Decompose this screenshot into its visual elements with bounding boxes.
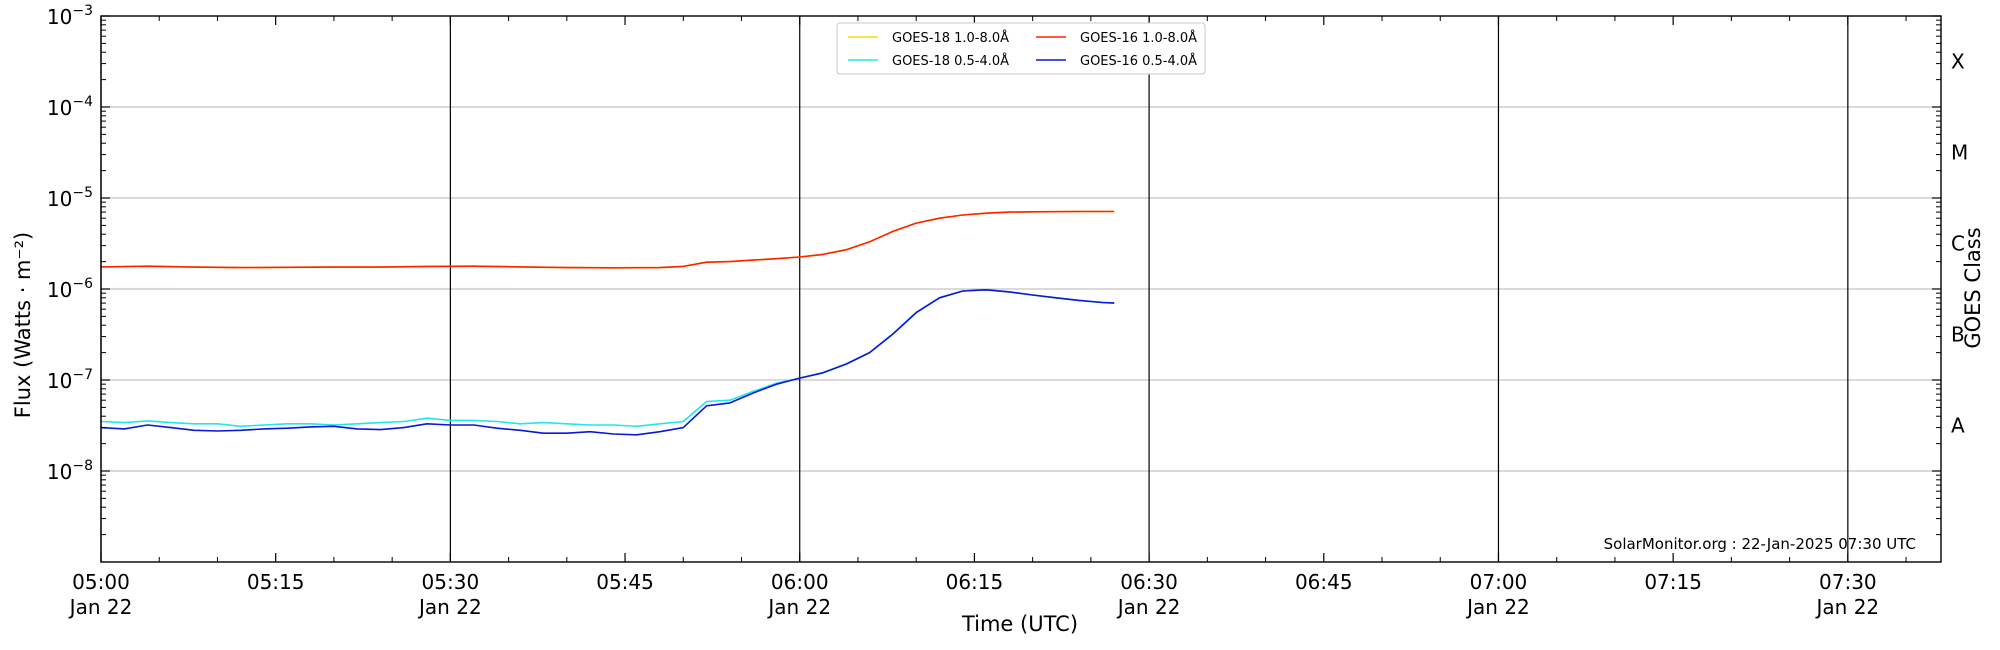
y-tick-label: 10−8: [47, 458, 93, 484]
y-tick-label: 10−7: [47, 367, 93, 393]
x-tick-label: 07:00: [1470, 570, 1528, 594]
x-tick-date-label: Jan 22: [766, 595, 831, 619]
x-tick-label: 05:30: [422, 570, 480, 594]
x-tick-label: 06:15: [946, 570, 1004, 594]
y-tick-label: 10−4: [47, 94, 93, 120]
y-tick-label: 10−3: [47, 3, 93, 29]
legend-label: GOES-18 1.0-8.0Å: [892, 30, 1009, 46]
legend-label: GOES-18 0.5-4.0Å: [892, 53, 1009, 69]
goes-class-label: C: [1951, 232, 1965, 256]
series-line: [100, 210, 1115, 269]
series-line: [100, 289, 1115, 428]
series-lines: [100, 210, 1115, 436]
x-tick-date-label: Jan 22: [68, 595, 133, 619]
series-line: [100, 289, 1115, 436]
goes-class-label: B: [1951, 323, 1965, 347]
x-axis-label: Time (UTC): [961, 612, 1078, 636]
legend-frame: [836, 22, 1206, 75]
goes-class-label: A: [1951, 414, 1965, 438]
legend-label: GOES-16 1.0-8.0Å: [1080, 30, 1197, 46]
credit-text: SolarMonitor.org : 22-Jan-2025 07:30 UTC: [1604, 535, 1916, 553]
x-tick-date-label: Jan 22: [417, 595, 482, 619]
legend: GOES-18 1.0-8.0Å GOES-18 0.5-4.0Å GOES-16 …: [836, 22, 1206, 75]
series-line: [100, 210, 1115, 269]
y-tick-label: 10−6: [47, 276, 93, 302]
x-tick-date-label: Jan 22: [1465, 595, 1530, 619]
x-tick-label: 06:00: [771, 570, 829, 594]
x-tick-label: 07:15: [1644, 570, 1702, 594]
y-tick-label: 10−5: [47, 185, 93, 211]
goes-class-label: M: [1951, 141, 1968, 165]
x-tick-date-label: Jan 22: [1116, 595, 1181, 619]
x-tick-label: 07:30: [1819, 570, 1877, 594]
y-axis-label: Flux (Watts · m⁻²): [11, 232, 35, 418]
goes-class-axis-label: GOES Class: [1961, 227, 1985, 348]
x-tick-label: 06:30: [1120, 570, 1178, 594]
grid: [100, 15, 1941, 562]
legend-label: GOES-16 0.5-4.0Å: [1080, 53, 1197, 69]
x-tick-date-label: Jan 22: [1815, 595, 1880, 619]
x-tick-label: 05:15: [247, 570, 305, 594]
x-tick-label: 06:45: [1295, 570, 1353, 594]
x-tick-label: 05:45: [596, 570, 654, 594]
x-tick-label: 05:00: [72, 570, 130, 594]
goes-class-label: X: [1951, 50, 1965, 74]
